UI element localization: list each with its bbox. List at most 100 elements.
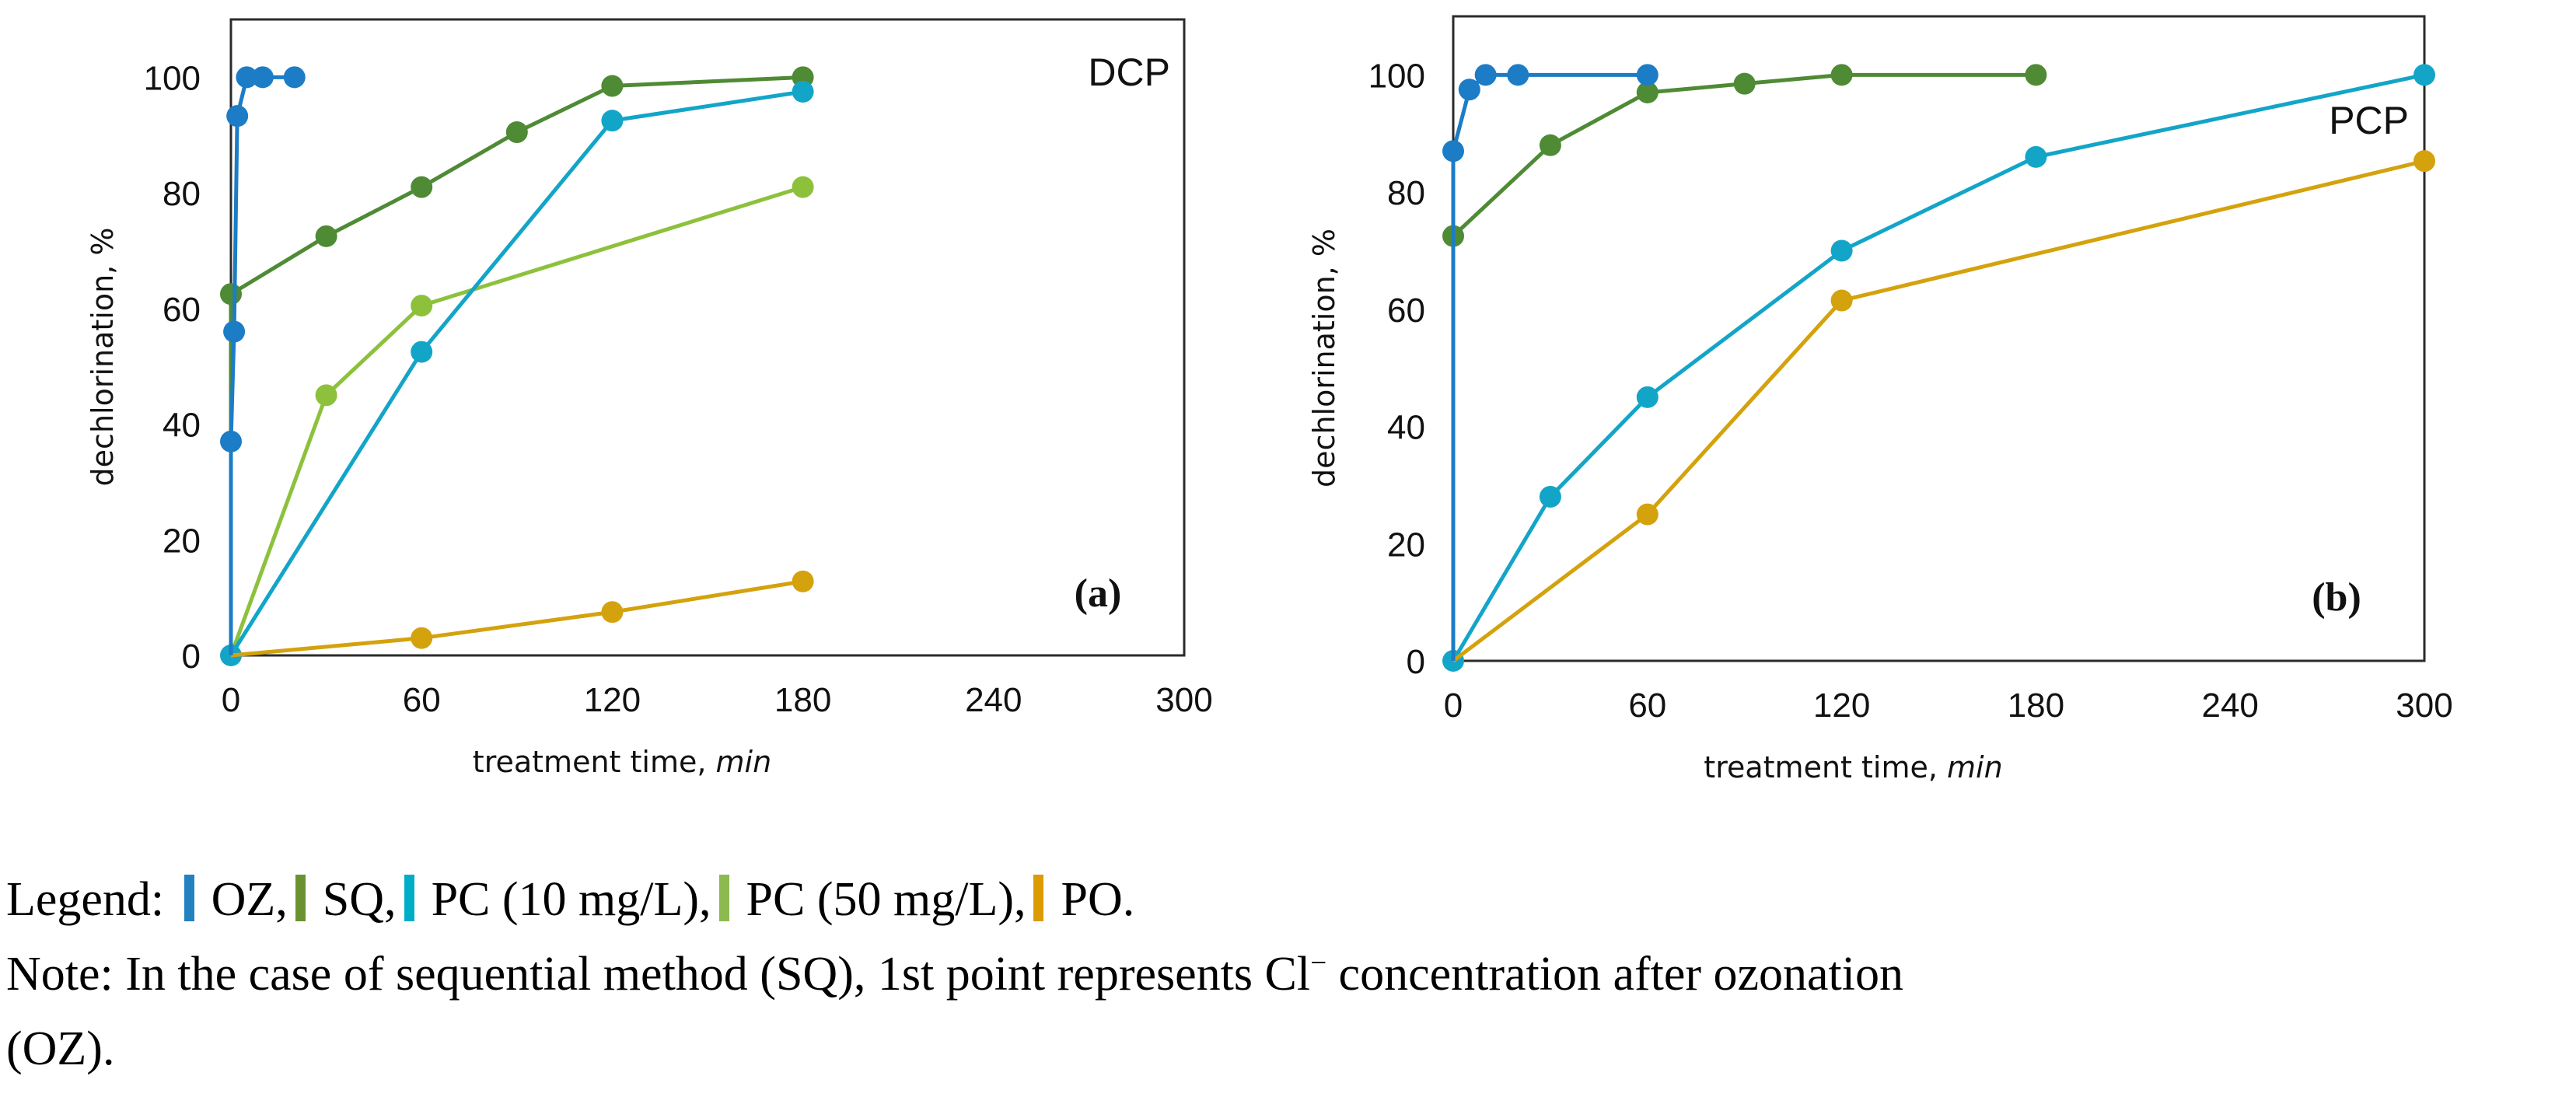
data-point-sq [220,283,242,306]
series-line-pc-50-mg-l [229,185,804,656]
x-tick-label: 180 [774,681,831,719]
y-tick-label: 60 [163,291,201,329]
data-point-sq [315,225,337,247]
series-line-pc-10-mg-l [1451,72,2425,662]
legend-label: PC (50 mg/L), [746,873,1026,926]
data-point-oz [236,66,258,89]
y-tick-label: 40 [1387,409,1425,447]
data-point-sq [505,121,528,144]
x-tick-label: 240 [965,681,1022,719]
x-axis-label-unit: min [1947,750,2003,784]
data-point-po [1830,289,1853,312]
legend-prefix: Legend: [6,873,165,926]
series-line-po [230,579,803,658]
series-po [230,570,814,658]
y-tick-label: 80 [163,175,201,213]
data-point-sq [1636,81,1658,103]
y-tick-label: 20 [1387,526,1425,564]
data-point-pc-10-mg-l [1636,386,1658,408]
series-line-oz [1451,72,1648,661]
plot-frame [229,18,1186,657]
y-axis-label: dechlorination, % [86,228,120,487]
y-tick-label: 60 [1387,292,1425,330]
data-point-oz [1636,64,1658,86]
note-text: Note: In the case of sequential method (… [6,948,1311,1001]
data-point-po [601,601,624,624]
series-oz [220,66,306,655]
legend-swatch [1033,875,1044,921]
data-point-pc-50-mg-l [792,176,814,198]
x-tick-label: 180 [2008,686,2064,725]
series-pc-50-mg-l [229,176,814,656]
data-point-sq [601,75,624,97]
y-tick-label: 100 [1368,57,1425,95]
y-tick-label: 80 [1387,174,1425,212]
data-point-sq [411,176,433,198]
series-sq [1442,64,2047,661]
series-line-po [1452,159,2425,662]
series-pc-10-mg-l [1442,64,2435,672]
data-point-oz [1474,64,1497,86]
x-tick-label: 300 [2396,686,2452,725]
x-axis-label-text: treatment time, [1704,750,1947,784]
series-sq [220,66,814,655]
x-axis-label: treatment time, min [1704,750,2002,784]
data-point-pc-50-mg-l [411,295,433,317]
compound-label: PCP [2329,99,2409,142]
legend-swatch [718,875,729,921]
data-point-pc-10-mg-l [2025,145,2047,168]
x-tick-label: 0 [222,681,240,719]
plot-frame [1452,15,2426,662]
legend-label: OZ, [211,873,288,926]
series-oz [1442,64,1658,661]
y-axis-label: dechlorination, % [1307,229,1341,487]
charts: 0 60 120 180 240 300 0 20 40 60 80 100 treatment tim… [86,15,2453,784]
data-point-sq [2025,64,2047,86]
data-point-pc-10-mg-l [1539,485,1561,508]
data-point-oz [1507,64,1529,86]
legend-label: PO. [1061,873,1135,926]
x-tick-label: 120 [1813,686,1870,725]
chart-pcp: 0 60 120 180 240 300 0 20 40 60 80 100 treatment tim… [1307,15,2453,784]
data-point-oz [226,105,249,128]
x-axis-label-unit: min [716,745,772,779]
data-point-pc-50-mg-l [315,384,337,407]
compound-label: DCP [1088,51,1170,94]
y-tick-label: 20 [163,522,201,560]
x-tick-label: 60 [1628,686,1666,725]
data-point-oz [220,430,242,452]
legend-swatch [404,875,414,921]
data-point-oz [283,66,306,89]
panel-label: (a) [1075,571,1122,616]
note-superscript: − [1310,947,1327,980]
series-line-pc-10-mg-l [229,89,803,657]
data-point-pc-10-mg-l [411,341,433,363]
y-tick-label: 0 [182,638,201,676]
data-point-oz [223,320,246,343]
x-tick-label: 0 [1444,686,1463,725]
y-tick-label: 40 [163,407,201,445]
legend-swatch [184,875,194,921]
data-point-pc-10-mg-l [2413,64,2435,86]
data-point-oz [1458,79,1480,101]
chart-dcp: 0 60 120 180 240 300 0 20 40 60 80 100 treatment tim… [86,18,1213,779]
y-tick-label: 100 [144,59,201,97]
x-tick-label: 60 [403,681,441,719]
data-point-sq [1539,134,1561,156]
data-point-sq [1733,72,1756,95]
data-point-pc-10-mg-l [1830,239,1853,262]
x-axis-label: treatment time, min [473,745,771,779]
data-point-po [1636,503,1658,526]
series-line-sq [1451,72,2036,661]
x-axis-label-text: treatment time, [473,745,716,779]
data-point-sq [1830,64,1853,86]
data-point-oz [251,66,274,89]
series-po [1452,150,2435,662]
data-point-pc-10-mg-l [792,80,814,103]
legend-label: SQ, [322,873,397,926]
data-point-pc-10-mg-l [601,110,624,132]
x-tick-label: 120 [584,681,641,719]
note-line-1: Note: In the case of sequential method (… [6,947,1903,1001]
data-point-oz [1442,140,1464,162]
panel-label: (b) [2312,575,2361,620]
